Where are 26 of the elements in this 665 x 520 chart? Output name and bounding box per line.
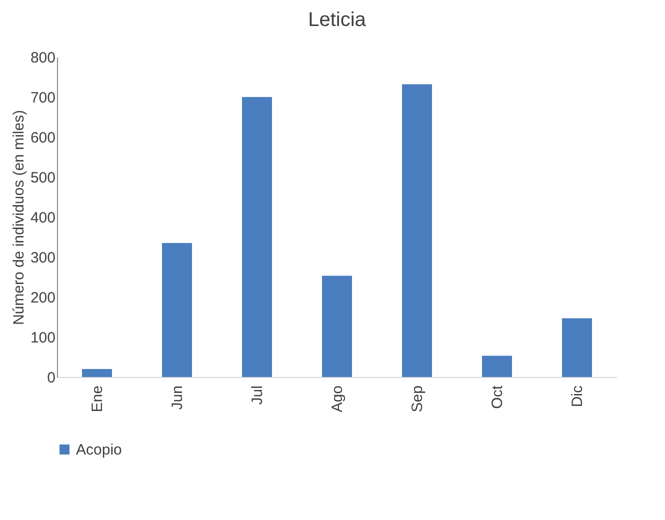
y-tick-label: 300 xyxy=(30,250,56,266)
x-tick-label: Ene xyxy=(89,386,106,412)
x-tick-label: Jul xyxy=(249,386,266,405)
x-tick-label: Ago xyxy=(329,386,346,412)
x-tick-label: Oct xyxy=(489,384,506,409)
y-tick-label: 200 xyxy=(30,290,56,306)
bar xyxy=(402,84,432,377)
bar xyxy=(482,356,512,377)
chart-title: Leticia xyxy=(308,9,367,31)
y-tick-label: 100 xyxy=(30,330,56,346)
x-tick-label: Sep xyxy=(409,386,426,412)
bar xyxy=(162,243,192,377)
y-tick-label: 0 xyxy=(47,370,56,386)
y-tick-label: 500 xyxy=(30,170,56,186)
y-tick-label: 700 xyxy=(30,90,56,106)
legend-label: Acopio xyxy=(76,442,122,458)
y-tick-label: 400 xyxy=(30,210,56,226)
bar xyxy=(242,97,272,377)
bar xyxy=(82,369,112,377)
bar xyxy=(322,276,352,377)
y-tick-label: 800 xyxy=(30,50,56,66)
x-tick-label: Dic xyxy=(569,385,586,408)
x-tick-label: Jun xyxy=(169,386,186,410)
bar xyxy=(562,318,592,377)
y-axis-title: Número de individuos (en miles) xyxy=(10,110,28,326)
y-tick-label: 600 xyxy=(30,130,56,146)
